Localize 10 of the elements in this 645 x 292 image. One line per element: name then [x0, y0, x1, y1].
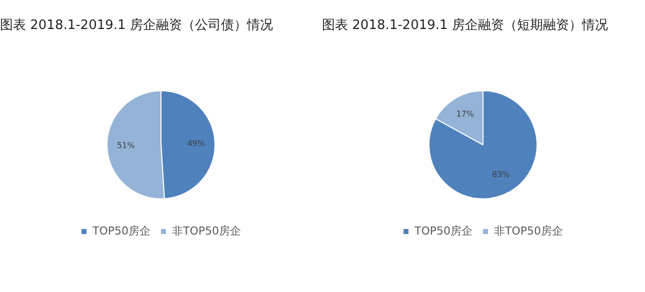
data-label: 83% — [492, 170, 510, 180]
legend-label: TOP50房企 — [413, 224, 473, 238]
data-label: 17% — [456, 110, 474, 119]
chart-title: 图表 2018.1-2019.1 房企融资（公司债）情况 — [0, 17, 273, 34]
legend-label: 非TOP50房企 — [172, 224, 242, 238]
data-label: 51% — [117, 140, 136, 150]
legend-label: TOP50房企 — [91, 224, 151, 238]
legend-label: 非TOP50房企 — [494, 224, 564, 238]
chart-title: 图表 2018.1-2019.1 房企融资（短期融资）情况 — [322, 17, 608, 34]
data-label: 49% — [187, 138, 206, 148]
